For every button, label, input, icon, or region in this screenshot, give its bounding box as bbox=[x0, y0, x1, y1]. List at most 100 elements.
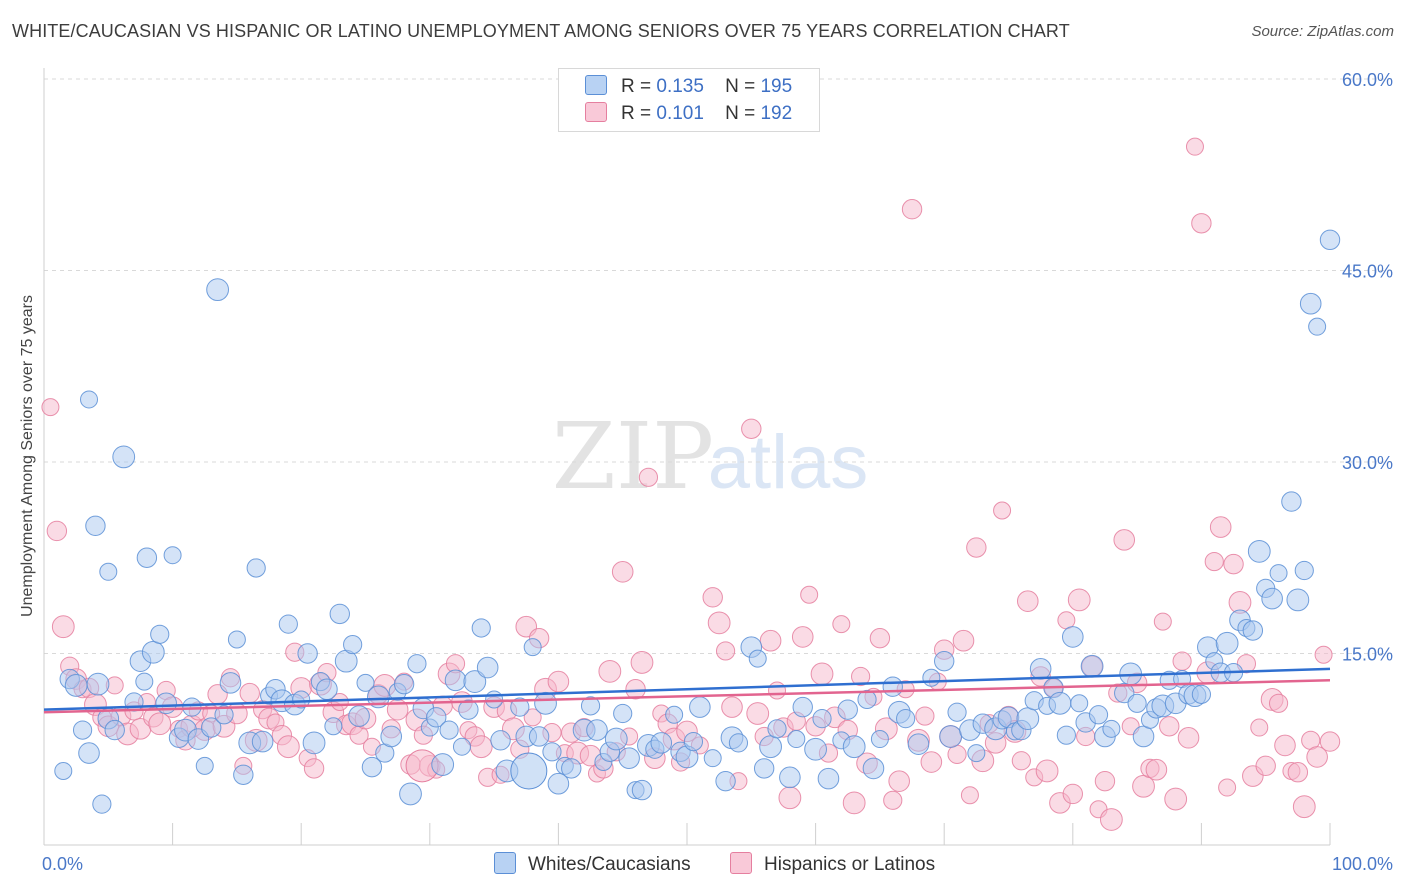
hispanic-point bbox=[832, 615, 851, 634]
hispanic-point bbox=[702, 587, 723, 608]
white-point bbox=[214, 705, 234, 725]
white-point bbox=[586, 719, 608, 741]
hispanic-point bbox=[1287, 762, 1309, 783]
white-point bbox=[1269, 564, 1288, 583]
hispanic-point bbox=[966, 537, 987, 558]
white-point bbox=[857, 689, 877, 710]
white-point bbox=[542, 742, 562, 762]
trend-line-whites bbox=[43, 667, 1331, 711]
hispanic-point bbox=[901, 199, 923, 220]
hispanic-point bbox=[1011, 751, 1031, 771]
white-point bbox=[343, 634, 363, 655]
legend-r-value: 0.101 bbox=[656, 103, 704, 124]
bottom-legend-hispanics: Hispanics or Latinos bbox=[730, 852, 935, 876]
white-point bbox=[72, 720, 93, 740]
white-point bbox=[182, 697, 202, 717]
hispanic-point bbox=[330, 693, 349, 712]
hispanic-point bbox=[469, 735, 493, 759]
white-point bbox=[728, 733, 749, 753]
hispanic-point bbox=[915, 706, 935, 726]
trend-lines bbox=[43, 667, 1331, 714]
white-point bbox=[1308, 317, 1327, 336]
white-point bbox=[759, 735, 782, 759]
hispanic-point bbox=[883, 790, 903, 810]
hispanic-point bbox=[1204, 551, 1224, 572]
hispanic-point bbox=[547, 670, 570, 693]
white-point bbox=[195, 756, 214, 775]
bottom-legend-swatch-pink bbox=[730, 852, 752, 874]
white-point bbox=[1114, 682, 1135, 704]
white-point bbox=[463, 670, 487, 693]
hispanic-point bbox=[41, 398, 60, 417]
hispanic-point bbox=[1250, 718, 1269, 737]
white-point bbox=[1080, 654, 1104, 678]
white-point bbox=[1070, 694, 1089, 713]
y-tick-label: 45.0% bbox=[1342, 262, 1393, 282]
trend-line-hispanics bbox=[43, 679, 1331, 714]
white-point bbox=[431, 753, 455, 776]
hispanic-point bbox=[920, 751, 943, 773]
white-point bbox=[407, 654, 427, 674]
hispanic-point bbox=[947, 744, 967, 764]
bottom-legend-label: Whites/Caucasians bbox=[528, 854, 691, 875]
hispanic-point bbox=[1306, 746, 1328, 768]
white-point bbox=[947, 702, 967, 722]
legend-n-value: 195 bbox=[760, 76, 793, 97]
legend-swatch-pink bbox=[585, 102, 607, 122]
hispanic-point bbox=[51, 615, 75, 639]
white-point bbox=[150, 624, 170, 644]
hispanic-point bbox=[1314, 645, 1333, 664]
white-point bbox=[1299, 292, 1322, 315]
white-point bbox=[439, 720, 459, 740]
hispanic-point bbox=[239, 682, 260, 704]
hispanic-point bbox=[638, 467, 659, 487]
white-point bbox=[206, 278, 230, 302]
hispanic-point bbox=[1185, 137, 1204, 156]
white-point bbox=[779, 766, 801, 789]
white-point bbox=[324, 717, 343, 736]
white-point bbox=[613, 703, 633, 724]
hispanic-point bbox=[1223, 553, 1244, 575]
white-point bbox=[490, 730, 511, 751]
hispanic-point bbox=[523, 708, 542, 727]
white-point bbox=[85, 515, 106, 537]
watermark: ZIP atlas bbox=[552, 403, 868, 510]
white-point bbox=[1242, 620, 1264, 641]
hispanic-point bbox=[1067, 588, 1091, 612]
axes bbox=[43, 68, 1331, 846]
hispanic-point bbox=[1159, 716, 1180, 737]
white-point bbox=[767, 719, 787, 739]
white-point bbox=[631, 779, 653, 801]
hispanic-point bbox=[1177, 726, 1200, 749]
white-point bbox=[302, 731, 326, 755]
white-point bbox=[316, 678, 338, 701]
hispanic-point bbox=[1062, 783, 1084, 805]
white-point bbox=[896, 709, 916, 729]
hispanic-point bbox=[1035, 759, 1059, 783]
legend-r-value: 0.135 bbox=[656, 76, 704, 97]
hispanic-point bbox=[960, 786, 979, 805]
hispanic-point bbox=[851, 666, 871, 687]
hispanic-point bbox=[1209, 516, 1232, 538]
legend-r-label: R = bbox=[621, 103, 652, 124]
legend-n-label: N = bbox=[725, 103, 756, 124]
white-point bbox=[471, 618, 491, 638]
white-point bbox=[1294, 560, 1314, 581]
hispanic-point bbox=[810, 662, 834, 686]
hispanic-point bbox=[952, 629, 975, 652]
hispanic-point bbox=[741, 418, 762, 440]
hispanic-point bbox=[721, 696, 743, 718]
white-point bbox=[939, 725, 963, 748]
hispanic-point bbox=[276, 735, 300, 759]
bottom-legend-label: Hispanics or Latinos bbox=[764, 854, 936, 875]
white-point bbox=[715, 770, 736, 792]
y-tick-label: 60.0% bbox=[1342, 70, 1393, 90]
watermark-zip: ZIP bbox=[552, 403, 714, 510]
white-point bbox=[393, 673, 415, 695]
white-point bbox=[1127, 693, 1147, 713]
hispanic-point bbox=[869, 627, 891, 649]
hispanic-point bbox=[1094, 770, 1116, 792]
legend-row-whites: R = 0.135 N = 195 bbox=[585, 75, 792, 99]
white-point bbox=[528, 726, 550, 747]
hispanic-point bbox=[611, 560, 634, 583]
